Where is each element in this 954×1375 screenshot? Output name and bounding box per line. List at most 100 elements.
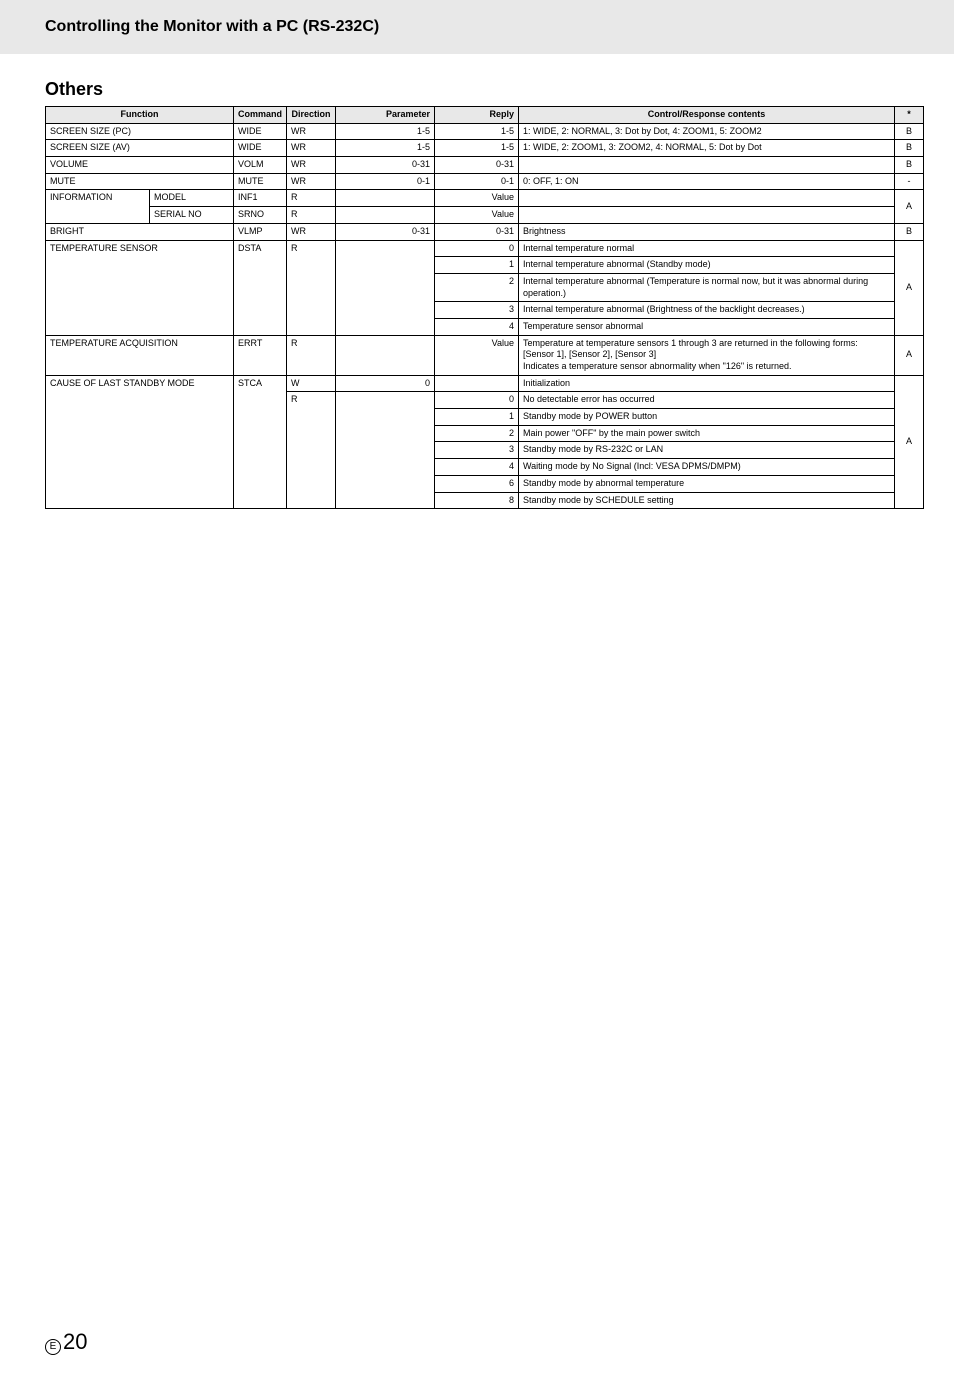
cell-reply: 6	[435, 475, 519, 492]
table-row: TEMPERATURE ACQUISITION ERRT R Value Tem…	[46, 335, 924, 375]
cell-function: TEMPERATURE SENSOR	[46, 240, 234, 335]
cell-direction: R	[287, 392, 336, 509]
cell-direction: WR	[287, 223, 336, 240]
cell-reply: 1-5	[435, 140, 519, 157]
cell-reply: Value	[435, 190, 519, 207]
cell-parameter: 1-5	[336, 140, 435, 157]
cell-star: A	[895, 190, 924, 223]
cell-parameter: 0-31	[336, 157, 435, 174]
cell-parameter: 0	[336, 375, 435, 392]
cell-star: B	[895, 157, 924, 174]
cell-star: B	[895, 140, 924, 157]
cell-function: TEMPERATURE ACQUISITION	[46, 335, 234, 375]
cell-direction: WR	[287, 140, 336, 157]
cell-parameter: 0-31	[336, 223, 435, 240]
cell-star: -	[895, 173, 924, 190]
th-parameter: Parameter	[336, 107, 435, 124]
cell-command: STCA	[234, 375, 287, 509]
cell-control: Brightness	[519, 223, 895, 240]
cell-function: INFORMATION	[46, 190, 150, 223]
th-reply: Reply	[435, 107, 519, 124]
cell-function: SCREEN SIZE (PC)	[46, 123, 234, 140]
table-row: SCREEN SIZE (AV) WIDE WR 1-5 1-5 1: WIDE…	[46, 140, 924, 157]
cell-parameter: 1-5	[336, 123, 435, 140]
cell-reply: 8	[435, 492, 519, 509]
cell-subfunction: MODEL	[150, 190, 234, 207]
th-direction: Direction	[287, 107, 336, 124]
cell-direction: W	[287, 375, 336, 392]
footer-e-icon: E	[45, 1339, 61, 1355]
cell-control	[519, 207, 895, 224]
cell-direction: WR	[287, 157, 336, 174]
cell-parameter: 0-1	[336, 173, 435, 190]
cell-parameter	[336, 392, 435, 509]
page-footer: E20	[0, 1329, 954, 1375]
cell-control: 1: WIDE, 2: ZOOM1, 3: ZOOM2, 4: NORMAL, …	[519, 140, 895, 157]
page-header: Controlling the Monitor with a PC (RS-23…	[0, 0, 954, 54]
cell-reply: 1	[435, 409, 519, 426]
cell-direction: WR	[287, 123, 336, 140]
cell-direction: R	[287, 190, 336, 207]
cell-control: 1: WIDE, 2: NORMAL, 3: Dot by Dot, 4: ZO…	[519, 123, 895, 140]
cell-control: Initialization	[519, 375, 895, 392]
th-control: Control/Response contents	[519, 107, 895, 124]
table-row: VOLUME VOLM WR 0-31 0-31 B	[46, 157, 924, 174]
cell-control	[519, 190, 895, 207]
cell-command: SRNO	[234, 207, 287, 224]
cell-star: A	[895, 335, 924, 375]
cell-control	[519, 157, 895, 174]
cell-direction: R	[287, 335, 336, 375]
cell-function: MUTE	[46, 173, 234, 190]
cell-reply: 4	[435, 318, 519, 335]
cell-function: CAUSE OF LAST STANDBY MODE	[46, 375, 234, 509]
page-number: 20	[63, 1329, 87, 1354]
cell-control: Temperature at temperature sensors 1 thr…	[519, 335, 895, 375]
cell-function: BRIGHT	[46, 223, 234, 240]
cell-command: WIDE	[234, 123, 287, 140]
cell-control: Main power "OFF" by the main power switc…	[519, 425, 895, 442]
cell-direction: R	[287, 240, 336, 335]
cell-parameter	[336, 190, 435, 207]
section-title: Others	[45, 79, 924, 100]
cell-control: Standby mode by POWER button	[519, 409, 895, 426]
table-row: SERIAL NO SRNO R Value	[46, 207, 924, 224]
cell-reply: 0	[435, 240, 519, 257]
cell-control: Internal temperature abnormal (Brightnes…	[519, 302, 895, 319]
cell-command: ERRT	[234, 335, 287, 375]
table-header-row: Function Command Direction Parameter Rep…	[46, 107, 924, 124]
cell-subfunction: SERIAL NO	[150, 207, 234, 224]
cell-parameter	[336, 335, 435, 375]
cell-control: Temperature sensor abnormal	[519, 318, 895, 335]
cell-reply: 2	[435, 273, 519, 301]
cell-control: Internal temperature normal	[519, 240, 895, 257]
cell-reply: Value	[435, 207, 519, 224]
cell-control: No detectable error has occurred	[519, 392, 895, 409]
cell-direction: R	[287, 207, 336, 224]
cell-star: B	[895, 123, 924, 140]
cell-reply: Value	[435, 335, 519, 375]
cell-function: SCREEN SIZE (AV)	[46, 140, 234, 157]
cell-command: DSTA	[234, 240, 287, 335]
cell-star: A	[895, 240, 924, 335]
cell-parameter	[336, 207, 435, 224]
cell-command: WIDE	[234, 140, 287, 157]
cell-control: Standby mode by SCHEDULE setting	[519, 492, 895, 509]
cell-reply: 3	[435, 442, 519, 459]
cell-reply: 4	[435, 459, 519, 476]
th-star: *	[895, 107, 924, 124]
commands-table: Function Command Direction Parameter Rep…	[45, 106, 924, 509]
table-row: BRIGHT VLMP WR 0-31 0-31 Brightness B	[46, 223, 924, 240]
cell-control: Standby mode by RS-232C or LAN	[519, 442, 895, 459]
table-row: INFORMATION MODEL INF1 R Value A	[46, 190, 924, 207]
cell-reply: 0-1	[435, 173, 519, 190]
table-row: CAUSE OF LAST STANDBY MODE STCA W 0 Init…	[46, 375, 924, 392]
cell-star: B	[895, 223, 924, 240]
cell-parameter	[336, 240, 435, 335]
cell-control: Standby mode by abnormal temperature	[519, 475, 895, 492]
cell-control: Internal temperature abnormal (Standby m…	[519, 257, 895, 274]
cell-command: INF1	[234, 190, 287, 207]
cell-control: Waiting mode by No Signal (Incl: VESA DP…	[519, 459, 895, 476]
cell-command: MUTE	[234, 173, 287, 190]
page-title: Controlling the Monitor with a PC (RS-23…	[45, 18, 379, 35]
cell-reply: 0	[435, 392, 519, 409]
